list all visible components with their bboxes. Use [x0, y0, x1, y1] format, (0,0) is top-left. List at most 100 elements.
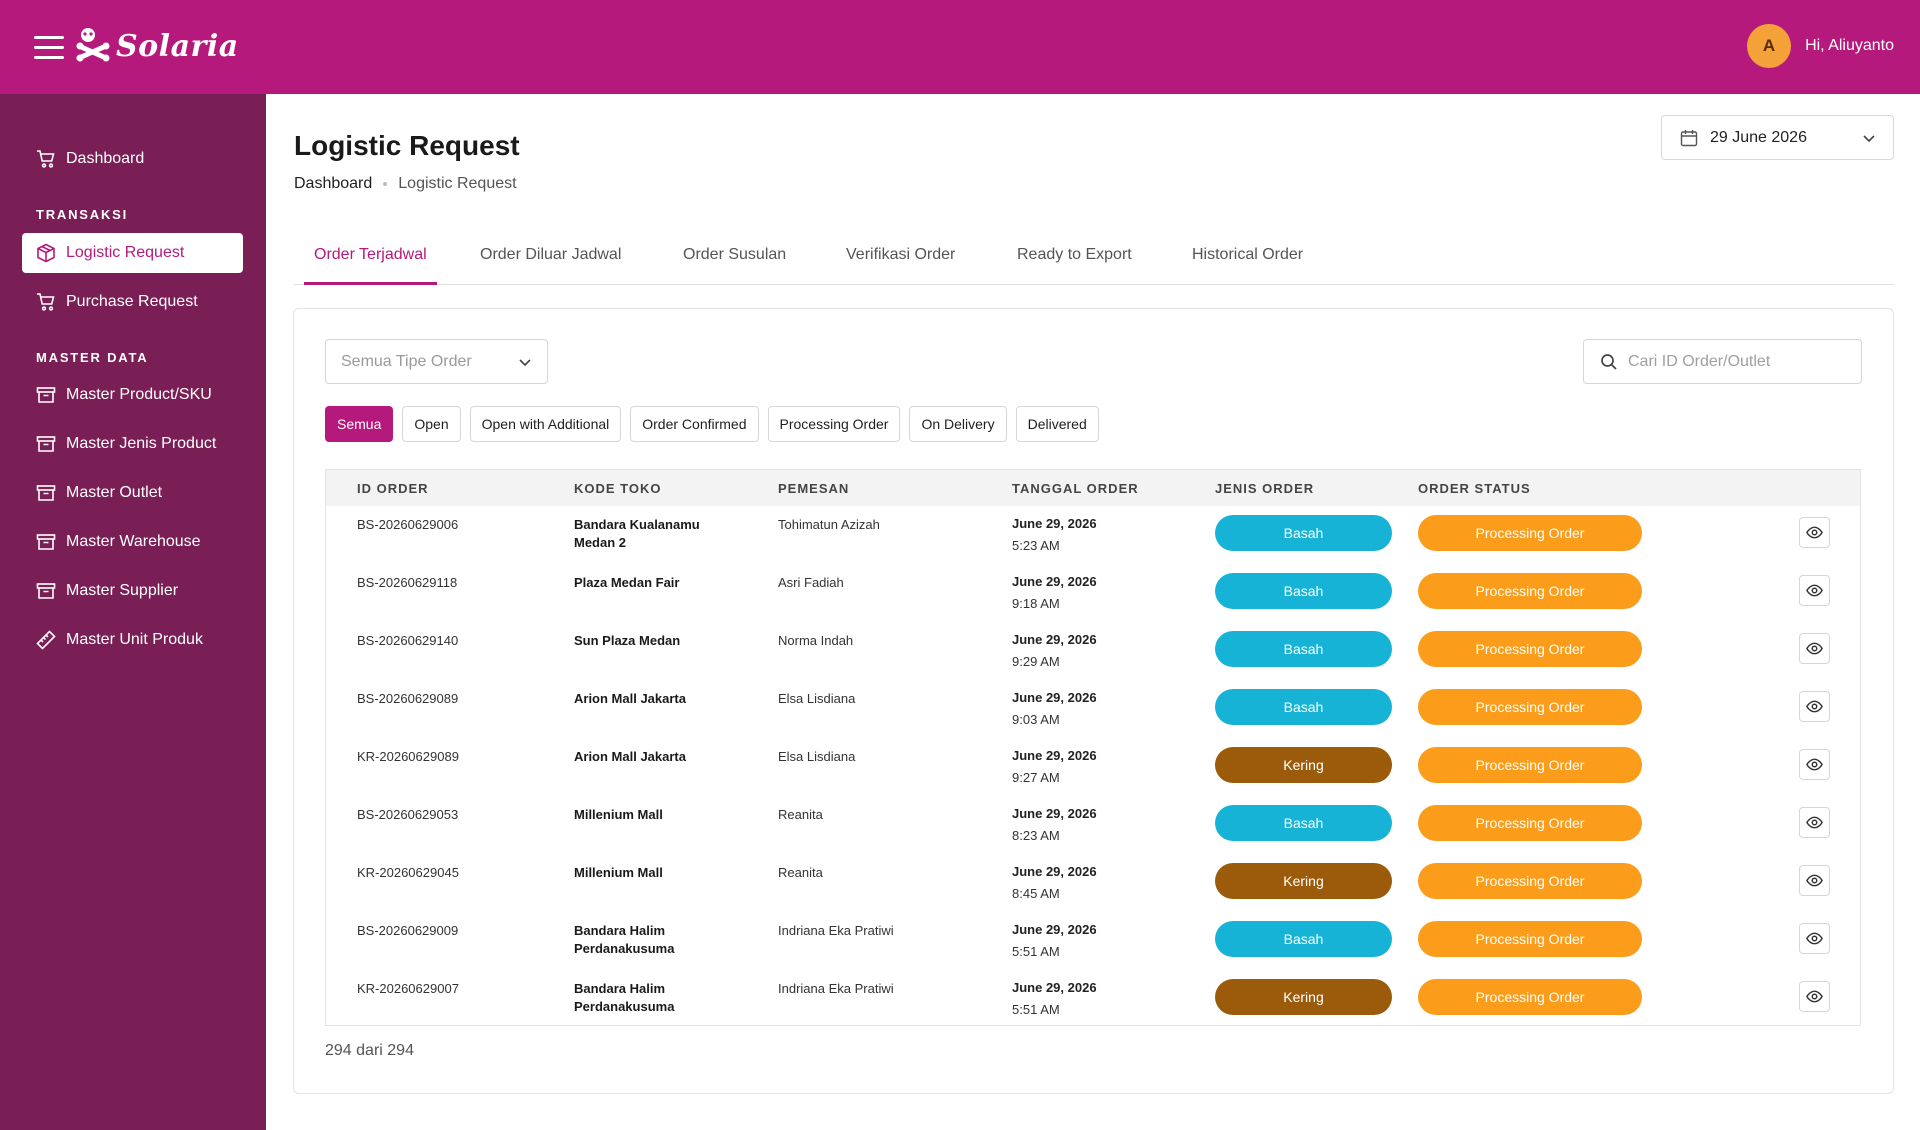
table-row: BS-20260629009 Bandara Halim Perdanakusum… [326, 912, 1860, 970]
order-status-badge: Processing Order [1418, 747, 1642, 783]
order-type-badge: Kering [1215, 979, 1392, 1015]
page-title: Logistic Request [294, 130, 520, 161]
cart-icon [37, 150, 55, 168]
menu-icon[interactable] [34, 36, 64, 60]
chip-delivered[interactable]: Delivered [1015, 406, 1099, 442]
archive-icon [36, 387, 56, 403]
view-order-button[interactable] [1799, 923, 1830, 954]
eye-icon [1806, 816, 1823, 829]
view-order-button[interactable] [1799, 575, 1830, 606]
view-order-button[interactable] [1799, 807, 1830, 838]
order-time: 5:23 AM [1012, 538, 1060, 553]
order-date: June 29, 2026 [1012, 806, 1097, 821]
breadcrumb-home[interactable]: Dashboard [294, 175, 373, 192]
order-status-badge: Processing Order [1418, 863, 1642, 899]
cell-id-order: BS-20260629006 [357, 517, 459, 532]
view-order-button[interactable] [1799, 865, 1830, 896]
order-type-badge: Basah [1215, 631, 1392, 667]
cell-pemesan: Tohimatun Azizah [778, 517, 880, 532]
ruler-icon [36, 630, 56, 650]
cell-kode-toko: Sun Plaza Medan [574, 633, 681, 648]
table-row: BS-20260629053 Millenium Mall Reanita June … [326, 796, 1860, 854]
chevron-down-icon [1863, 135, 1875, 143]
sidebar-item-master-warehouse[interactable]: Master Warehouse [22, 522, 243, 562]
order-status-badge: Processing Order [1418, 921, 1642, 957]
sidebar-item-master-unit-produk[interactable]: Master Unit Produk [22, 620, 243, 660]
sidebar-item-master-jenis-product[interactable]: Master Jenis Product [22, 424, 243, 464]
chip-open[interactable]: Open [402, 406, 461, 442]
cell-pemesan: Elsa Lisdiana [778, 691, 856, 706]
order-time: 9:29 AM [1012, 654, 1060, 669]
order-date: June 29, 2026 [1012, 574, 1097, 589]
view-order-button[interactable] [1799, 633, 1830, 664]
sidebar-item-label: Master Supplier [66, 582, 179, 599]
chip-order-confirmed[interactable]: Order Confirmed [630, 406, 759, 442]
order-type-badge: Kering [1215, 863, 1392, 899]
table-row: BS-20260629006 Bandara Kualanamu Medan 2 T… [326, 506, 1860, 564]
sidebar-item-dashboard[interactable]: Dashboard [22, 139, 243, 179]
archive-icon [36, 534, 56, 550]
sidebar-item-master-product-sku[interactable]: Master Product/SKU [22, 375, 243, 415]
order-type-badge: Kering [1215, 747, 1392, 783]
sidebar-item-label: Master Warehouse [66, 533, 201, 550]
search-icon [1601, 353, 1617, 370]
view-order-button[interactable] [1799, 981, 1830, 1012]
sidebar-item-master-outlet[interactable]: Master Outlet [22, 473, 243, 513]
tab-order-diluar-jadwal[interactable]: Order Diluar Jadwal [480, 246, 622, 263]
order-date: June 29, 2026 [1012, 864, 1097, 879]
eye-icon [1806, 932, 1823, 945]
cell-pemesan: Norma Indah [778, 633, 854, 648]
date-picker-value: 29 June 2026 [1710, 128, 1807, 146]
archive-icon [36, 485, 56, 501]
sidebar: Dashboard TRANSAKSI Logistic Request Pur… [0, 94, 266, 1130]
order-type-select[interactable]: Semua Tipe Order [325, 339, 548, 384]
cell-tanggal-order: June 29, 2026 9:18 AM [1012, 571, 1097, 615]
sidebar-item-label: Master Product/SKU [66, 386, 212, 403]
user-menu[interactable]: A Hi, Aliuyanto [1747, 24, 1894, 68]
view-order-button[interactable] [1799, 749, 1830, 780]
cell-tanggal-order: June 29, 2026 9:29 AM [1012, 629, 1097, 673]
table-header: ID ORDER KODE TOKO PEMESAN TANGGAL ORDER… [326, 470, 1860, 506]
order-type-badge: Basah [1215, 573, 1392, 609]
top-bar: Solaria A Hi, Aliuyanto [0, 0, 1920, 94]
tab-verifikasi-order[interactable]: Verifikasi Order [846, 246, 956, 263]
column-header-id-order: ID ORDER [357, 481, 429, 496]
avatar[interactable]: A [1747, 24, 1792, 68]
table-row: BS-20260629140 Sun Plaza Medan Norma Indah… [326, 622, 1860, 680]
sidebar-item-logistic-request[interactable]: Logistic Request [22, 233, 243, 273]
cell-pemesan: Indriana Eka Pratiwi [778, 981, 894, 996]
calendar-icon [1680, 129, 1698, 146]
tab-ready-to-export[interactable]: Ready to Export [1017, 246, 1132, 263]
cell-tanggal-order: June 29, 2026 5:51 AM [1012, 919, 1097, 963]
tab-order-susulan[interactable]: Order Susulan [683, 246, 787, 263]
date-picker[interactable]: 29 June 2026 [1661, 115, 1894, 160]
search-input[interactable] [1628, 352, 1848, 371]
sidebar-item-master-supplier[interactable]: Master Supplier [22, 571, 243, 611]
archive-icon [36, 436, 56, 452]
order-time: 8:45 AM [1012, 886, 1060, 901]
chip-on-delivery[interactable]: On Delivery [909, 406, 1007, 442]
view-order-button[interactable] [1799, 517, 1830, 548]
eye-icon [1806, 526, 1823, 539]
column-header-tanggal-order: TANGGAL ORDER [1012, 481, 1139, 496]
tab-historical-order[interactable]: Historical Order [1192, 246, 1304, 263]
sidebar-item-purchase-request[interactable]: Purchase Request [22, 282, 243, 322]
cell-id-order: BS-20260629089 [357, 691, 459, 706]
user-greeting[interactable]: Hi, Aliuyanto [1805, 37, 1894, 54]
box-icon [37, 243, 55, 263]
order-type-badge: Basah [1215, 805, 1392, 841]
eye-icon [1806, 642, 1823, 655]
cell-id-order: BS-20260629053 [357, 807, 459, 822]
order-time: 9:03 AM [1012, 712, 1060, 727]
search-box[interactable] [1583, 339, 1862, 384]
chip-open-with-additional[interactable]: Open with Additional [469, 406, 622, 442]
tab-order-terjadwal[interactable]: Order Terjadwal [304, 246, 437, 285]
view-order-button[interactable] [1799, 691, 1830, 722]
chip-processing-order[interactable]: Processing Order [767, 406, 901, 442]
cell-kode-toko: Arion Mall Jakarta [574, 749, 686, 764]
order-date: June 29, 2026 [1012, 748, 1097, 763]
breadcrumb: Dashboard Logistic Request [294, 175, 517, 193]
brand-logo[interactable]: Solaria [76, 20, 239, 72]
cell-pemesan: Indriana Eka Pratiwi [778, 923, 894, 938]
chip-semua[interactable]: Semua [325, 406, 394, 442]
